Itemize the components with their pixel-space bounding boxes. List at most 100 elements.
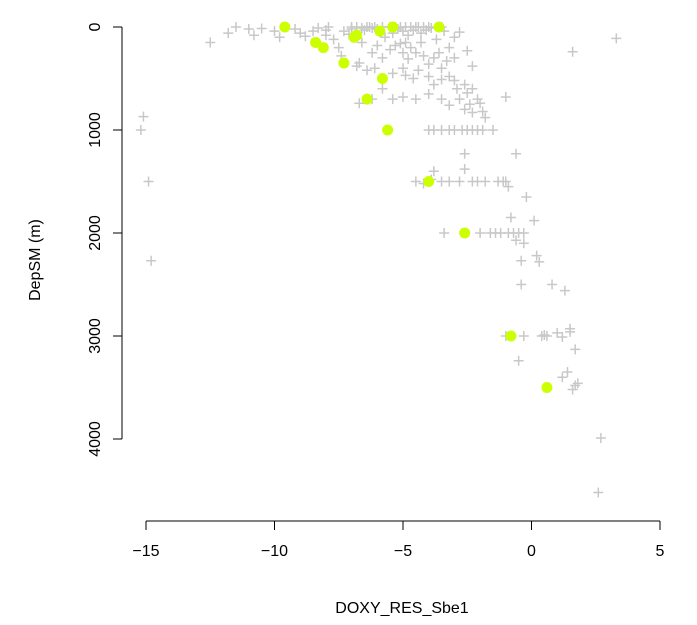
plus-point [387, 68, 398, 79]
plus-point [513, 355, 524, 366]
plus-point [428, 79, 439, 90]
highlight-point [279, 21, 291, 33]
plus-point [439, 228, 450, 238]
plus-point [410, 94, 421, 105]
plus-point [487, 125, 498, 135]
plus-point [356, 23, 367, 34]
plus-point [398, 26, 408, 37]
plus-point [459, 148, 470, 159]
x-axis-title: DOXY_RES_Sbe1 [335, 600, 469, 617]
plus-point [454, 176, 465, 187]
plus-point [385, 44, 396, 55]
highlight-point [310, 36, 322, 48]
plus-point [547, 279, 558, 290]
plus-point [500, 92, 511, 103]
plus-point [428, 52, 439, 63]
y-tick-label: 1000 [87, 112, 104, 148]
plus-point [387, 94, 398, 105]
plus-point [472, 94, 483, 105]
plus-point [477, 125, 488, 135]
plus-point [423, 88, 434, 99]
highlight-point [348, 31, 360, 43]
plus-point [475, 98, 486, 109]
plus-point [570, 380, 581, 391]
highlight-point [374, 25, 386, 37]
plus-point [449, 75, 460, 86]
plus-point [146, 255, 157, 266]
plus-point [467, 107, 478, 118]
plus-point [459, 104, 470, 115]
highlight-point [423, 176, 435, 187]
plus-point [541, 331, 552, 341]
plus-point [557, 372, 568, 383]
y-tick-label: 4000 [87, 421, 104, 457]
plus-point [369, 63, 380, 74]
plus-point [138, 111, 149, 122]
plus-point [534, 256, 545, 267]
plus-point [256, 23, 267, 34]
highlight-point [317, 42, 329, 54]
plus-point [423, 71, 434, 82]
plus-point [505, 212, 516, 223]
plus-point [477, 106, 488, 117]
plus-point [444, 100, 455, 111]
plus-point [539, 329, 550, 340]
plus-point [135, 125, 146, 135]
plus-point [531, 250, 542, 261]
plus-point [444, 176, 455, 187]
plot-area: −15 −10 −5 0 5 0 1000 2000 3000 4000 [87, 21, 665, 560]
plus-point [400, 37, 411, 48]
plus-point [390, 40, 401, 51]
plus-point [444, 42, 455, 53]
y-axis-title: DepSM (m) [27, 219, 44, 301]
plus-point [418, 50, 429, 61]
plus-point [398, 63, 408, 74]
plus-point [572, 378, 583, 389]
plus-point [459, 164, 470, 175]
plus-point [403, 53, 414, 64]
plus-point [403, 30, 414, 41]
plus-point [290, 24, 301, 35]
highlight-point [433, 21, 445, 33]
highlight-point [338, 57, 350, 69]
plus-point [338, 26, 349, 37]
plus-point [516, 279, 527, 290]
plus-point [400, 70, 411, 81]
plus-point [356, 37, 367, 48]
plus-point [570, 344, 581, 355]
plus-point [436, 63, 447, 74]
plus-point [295, 28, 306, 39]
plus-point [449, 52, 460, 63]
plus-point [205, 37, 216, 48]
plus-point [436, 94, 447, 105]
plus-point [611, 33, 622, 44]
y-tick-label: 2000 [87, 215, 104, 251]
plus-point [436, 74, 447, 85]
plus-point [367, 47, 378, 58]
plus-point [410, 47, 421, 58]
plus-point [559, 285, 570, 296]
x-tick-label: 0 [527, 543, 536, 560]
x-tick-label: −15 [132, 543, 159, 560]
plus-point [248, 30, 259, 41]
plus-point [444, 71, 455, 82]
x-tick-label: −5 [394, 543, 412, 560]
plus-point [377, 83, 388, 94]
x-axis-ticks: −15 −10 −5 0 5 [132, 521, 665, 560]
x-tick-label: −10 [261, 543, 288, 560]
plus-point [593, 487, 604, 498]
plus-point [405, 42, 416, 53]
plus-point [595, 432, 606, 443]
y-axis-ticks: 0 1000 2000 3000 4000 [87, 22, 122, 457]
y-tick-label: 0 [87, 22, 104, 31]
plus-point [521, 191, 532, 202]
plus-point [423, 22, 434, 32]
plus-point [557, 332, 568, 343]
plus-point [449, 32, 460, 43]
plus-point [380, 32, 391, 43]
plus-point [500, 176, 511, 187]
plus-point [552, 327, 563, 338]
plus-point [467, 61, 478, 72]
plus-point [398, 92, 408, 103]
